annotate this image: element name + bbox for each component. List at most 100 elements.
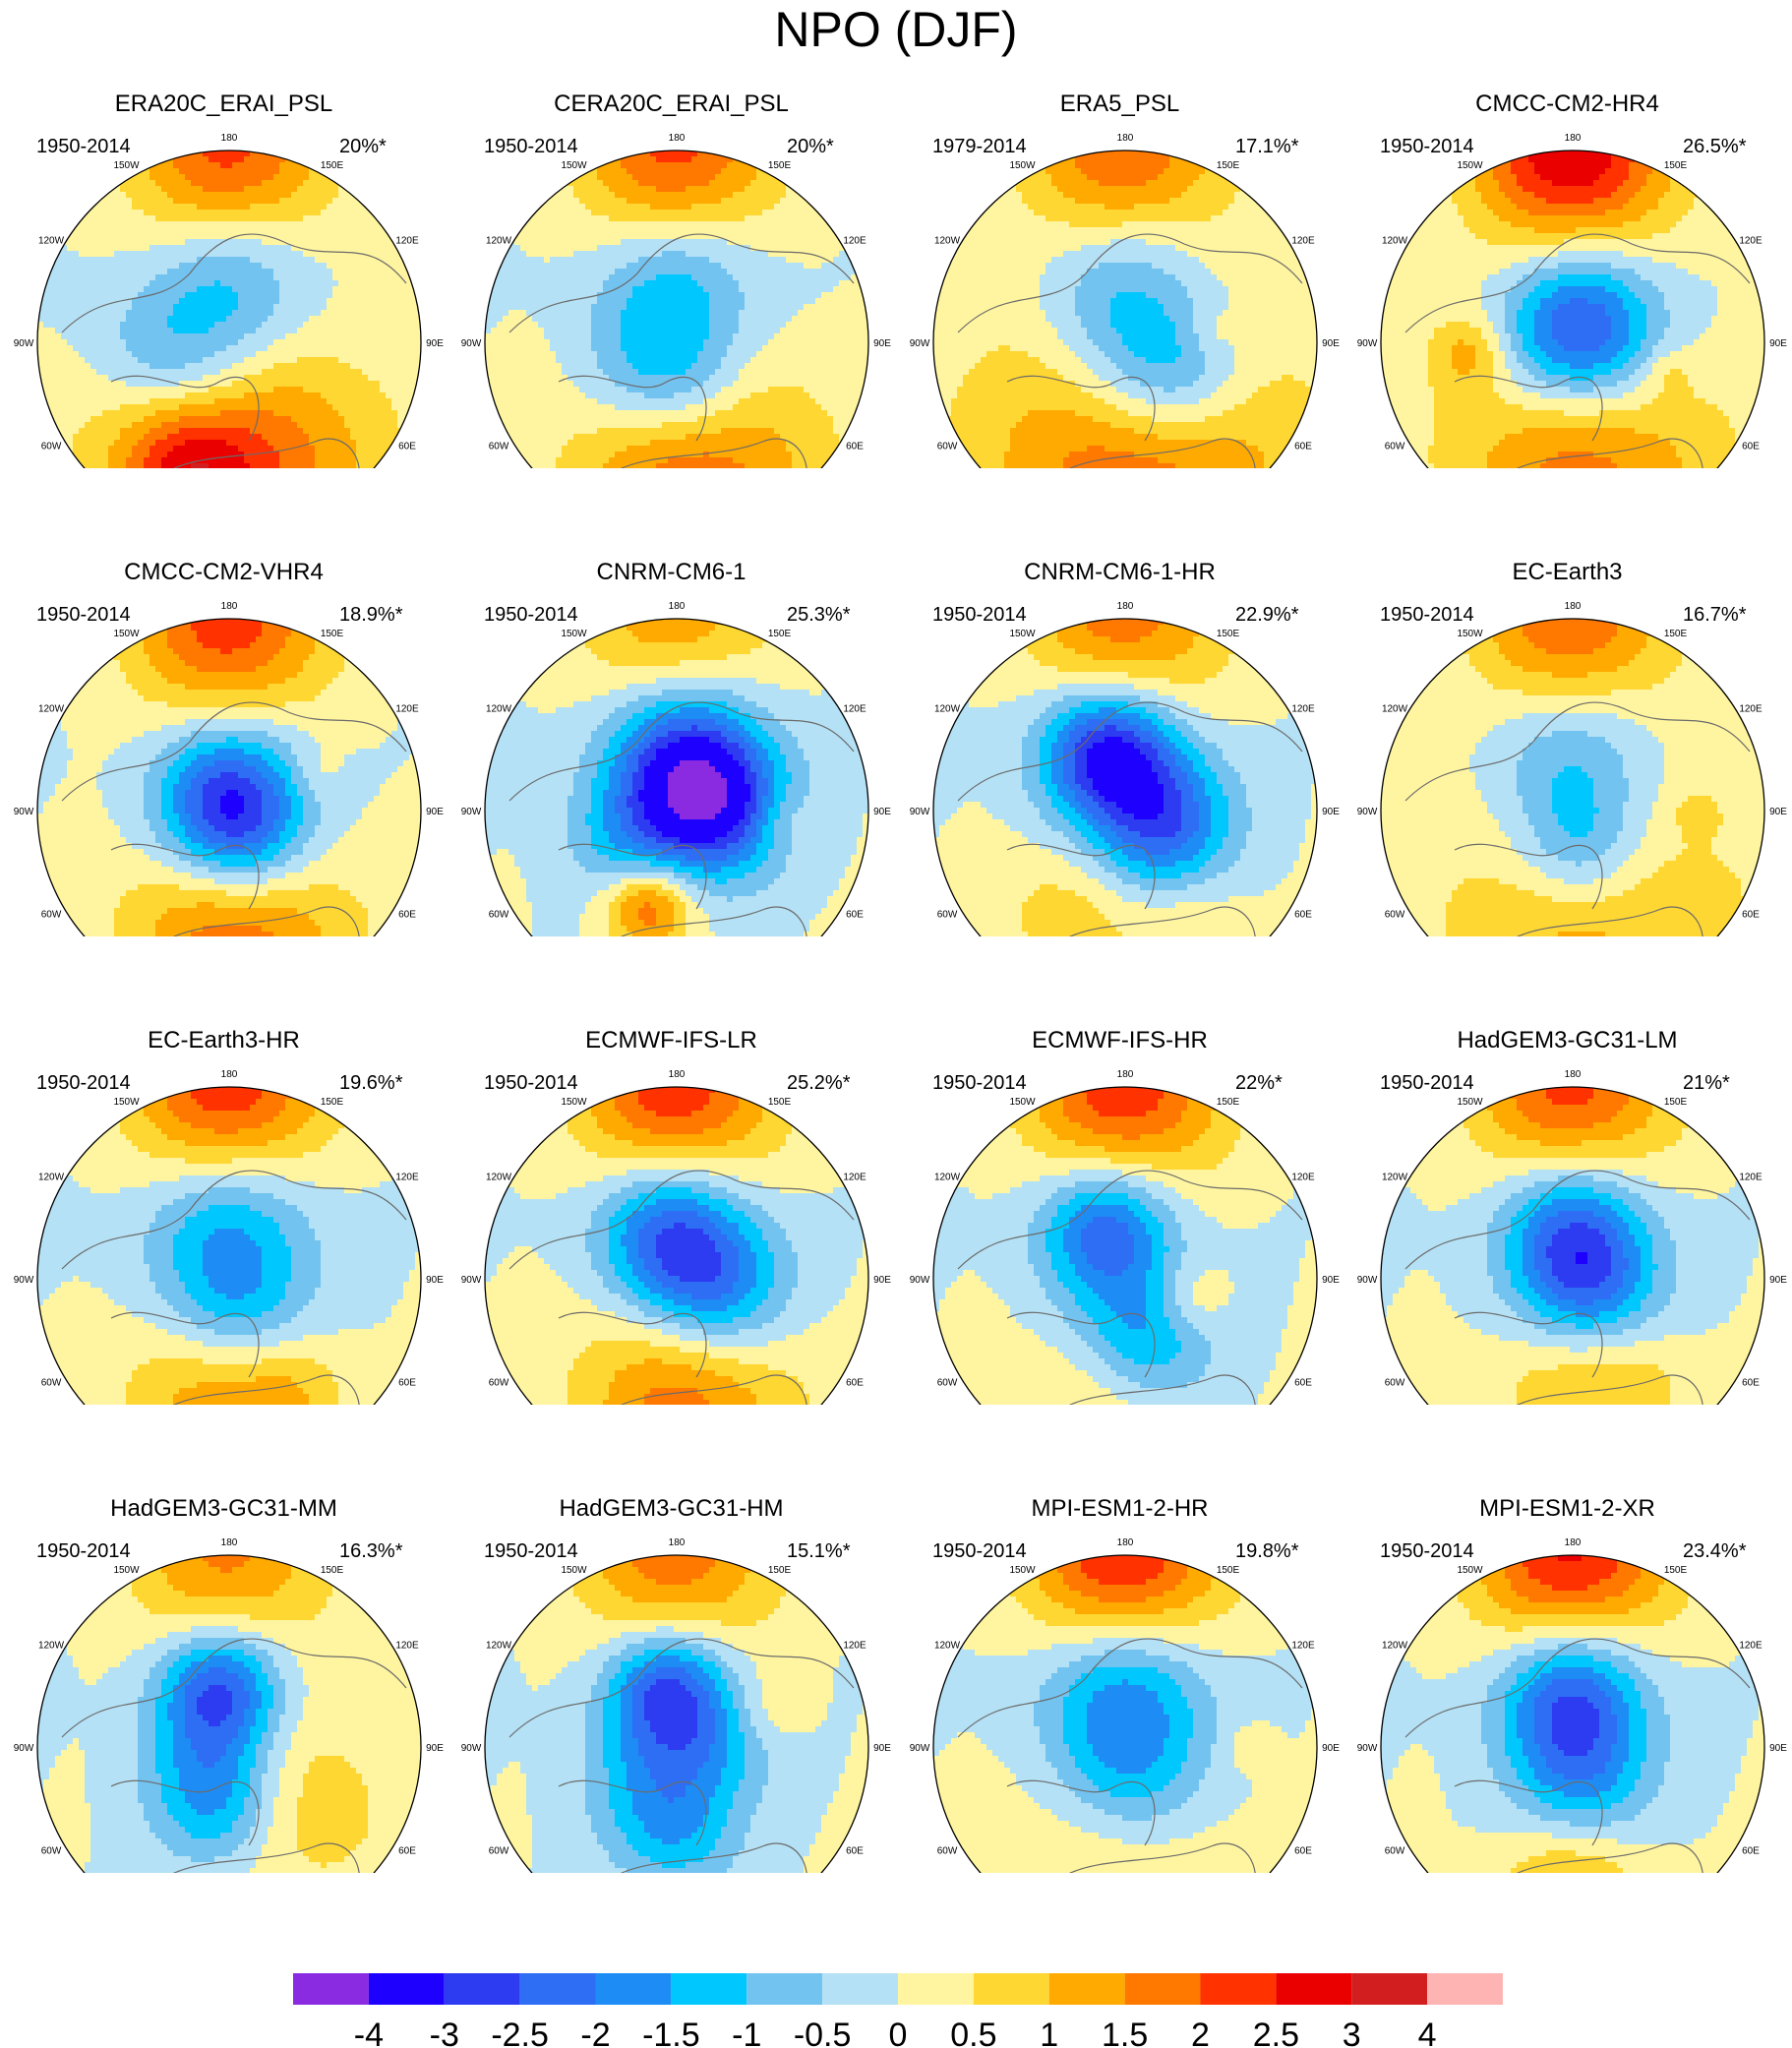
longitude-label: 150W xyxy=(113,1565,140,1576)
field-shading xyxy=(37,619,422,936)
polar-map: 180150E120E90E60E30E030W60W90W120W150W xyxy=(0,936,448,1405)
panel-years: 1950-2014 xyxy=(1380,1071,1474,1095)
longitude-label: 60E xyxy=(398,1378,416,1389)
longitude-label: 180 xyxy=(669,133,686,144)
longitude-label: 120E xyxy=(1291,1641,1315,1652)
map-panel: 180150E120E90E60E30E030W60W90W120W150WER… xyxy=(0,0,448,468)
longitude-label: 60E xyxy=(1294,1846,1312,1857)
field-shading xyxy=(485,1087,869,1405)
longitude-label: 90E xyxy=(426,1743,444,1754)
colorbar-swatch xyxy=(671,1973,747,2005)
longitude-label: 180 xyxy=(1565,601,1582,612)
panel-variance-percent: 17.1%* xyxy=(1235,135,1299,158)
field-shading xyxy=(37,1087,422,1405)
longitude-label: 150W xyxy=(1457,1097,1483,1108)
longitude-label: 120W xyxy=(38,1173,65,1183)
longitude-label: 180 xyxy=(1565,133,1582,144)
colorbar-swatch xyxy=(520,1973,596,2005)
longitude-label: 60E xyxy=(1742,442,1760,452)
longitude-label: 120E xyxy=(843,1641,866,1652)
longitude-label: 60W xyxy=(1385,910,1405,921)
longitude-label: 120W xyxy=(486,1641,512,1652)
colorbar-swatch xyxy=(974,1973,1049,2005)
longitude-label: 60W xyxy=(937,910,958,921)
field-shading xyxy=(37,1555,422,1873)
panel-variance-percent: 19.8%* xyxy=(1235,1539,1299,1563)
longitude-label: 90W xyxy=(461,338,482,349)
longitude-label: 150W xyxy=(561,629,587,639)
map-panel: 180150E120E90E60E30E030W60W90W120W150WCM… xyxy=(1344,0,1791,468)
longitude-label: 150W xyxy=(561,160,587,171)
longitude-label: 120W xyxy=(934,704,961,715)
longitude-label: 120E xyxy=(395,1641,419,1652)
longitude-label: 90E xyxy=(426,338,444,349)
colorbar-swatch xyxy=(1201,1973,1277,2005)
field-shading xyxy=(933,1087,1318,1405)
longitude-label: 60W xyxy=(1385,442,1405,452)
panel-title: HadGEM3-GC31-MM xyxy=(0,1495,448,1523)
longitude-label: 180 xyxy=(669,1537,686,1548)
polar-map: 180150E120E90E60E30E030W60W90W120W150W xyxy=(0,0,448,468)
longitude-label: 60W xyxy=(41,442,62,452)
longitude-label: 120W xyxy=(934,236,961,247)
longitude-label: 60E xyxy=(846,1378,864,1389)
panel-variance-percent: 19.6%* xyxy=(339,1071,403,1095)
map-panel: 180150E120E90E60E30E030W60W90W120W150WER… xyxy=(896,0,1344,468)
colorbar-tick-label: 2.5 xyxy=(1253,2017,1299,2048)
panel-variance-percent: 25.2%* xyxy=(787,1071,851,1095)
longitude-label: 150E xyxy=(1217,160,1240,171)
longitude-label: 90W xyxy=(910,1743,930,1754)
map-panel: 180150E120E90E60E30E030W60W90W120W150WEC… xyxy=(896,936,1344,1405)
longitude-label: 90E xyxy=(1769,1275,1787,1286)
colorbar-swatch xyxy=(1049,1973,1125,2005)
longitude-label: 150E xyxy=(768,1097,792,1108)
polar-map: 180150E120E90E60E30E030W60W90W120W150W xyxy=(896,1405,1344,1873)
panel-years: 1950-2014 xyxy=(484,1539,578,1563)
polar-map: 180150E120E90E60E30E030W60W90W120W150W xyxy=(448,936,895,1405)
longitude-label: 180 xyxy=(1117,601,1134,612)
longitude-label: 150W xyxy=(1457,629,1483,639)
longitude-label: 90W xyxy=(910,807,930,817)
map-panel: 180150E120E90E60E30E030W60W90W120W150WEC… xyxy=(0,936,448,1405)
longitude-label: 90W xyxy=(14,338,34,349)
longitude-label: 120W xyxy=(486,1173,512,1183)
panel-years: 1950-2014 xyxy=(1380,1539,1474,1563)
panel-years: 1950-2014 xyxy=(1380,135,1474,158)
colorbar-swatch xyxy=(1276,1973,1351,2005)
longitude-label: 60W xyxy=(937,442,958,452)
panel-variance-percent: 25.3%* xyxy=(787,603,851,627)
longitude-label: 150E xyxy=(1217,1565,1240,1576)
colorbar-swatch xyxy=(369,1973,445,2005)
field-shading xyxy=(485,619,869,936)
map-panel: 180150E120E90E60E30E030W60W90W120W150WEC… xyxy=(448,936,895,1405)
longitude-label: 60E xyxy=(1294,442,1312,452)
map-panel: 180150E120E90E60E30E030W60W90W120W150WEC… xyxy=(1344,468,1791,936)
longitude-label: 150W xyxy=(113,1097,140,1108)
panel-title: CMCC-CM2-HR4 xyxy=(1344,90,1791,118)
panel-years: 1979-2014 xyxy=(932,135,1027,158)
map-panel: 180150E120E90E60E30E030W60W90W120W150WCN… xyxy=(896,468,1344,936)
longitude-label: 60E xyxy=(846,1846,864,1857)
longitude-label: 90E xyxy=(873,1743,891,1754)
map-panel: 180150E120E90E60E30E030W60W90W120W150WCN… xyxy=(448,468,895,936)
longitude-label: 120E xyxy=(395,704,419,715)
field-shading xyxy=(37,151,422,468)
longitude-label: 60E xyxy=(1742,1378,1760,1389)
panel-years: 1950-2014 xyxy=(36,135,131,158)
panel-grid: 180150E120E90E60E30E030W60W90W120W150WER… xyxy=(0,0,1792,1967)
longitude-label: 60E xyxy=(846,442,864,452)
longitude-label: 180 xyxy=(669,1069,686,1080)
longitude-label: 150W xyxy=(1457,160,1483,171)
map-panel: 180150E120E90E60E30E030W60W90W120W150WCE… xyxy=(448,0,895,468)
longitude-label: 120E xyxy=(1291,1173,1315,1183)
colorbar-swatch xyxy=(1427,1973,1503,2005)
map-panel: 180150E120E90E60E30E030W60W90W120W150WMP… xyxy=(896,1405,1344,1873)
longitude-label: 180 xyxy=(1117,1537,1134,1548)
longitude-label: 60W xyxy=(489,1378,509,1389)
polar-map: 180150E120E90E60E30E030W60W90W120W150W xyxy=(896,936,1344,1405)
panel-title: EC-Earth3 xyxy=(1344,559,1791,586)
longitude-label: 90E xyxy=(1769,338,1787,349)
colorbar-tick-label: -3 xyxy=(430,2017,459,2048)
longitude-label: 150W xyxy=(1009,1565,1036,1576)
panel-variance-percent: 22%* xyxy=(1235,1071,1283,1095)
